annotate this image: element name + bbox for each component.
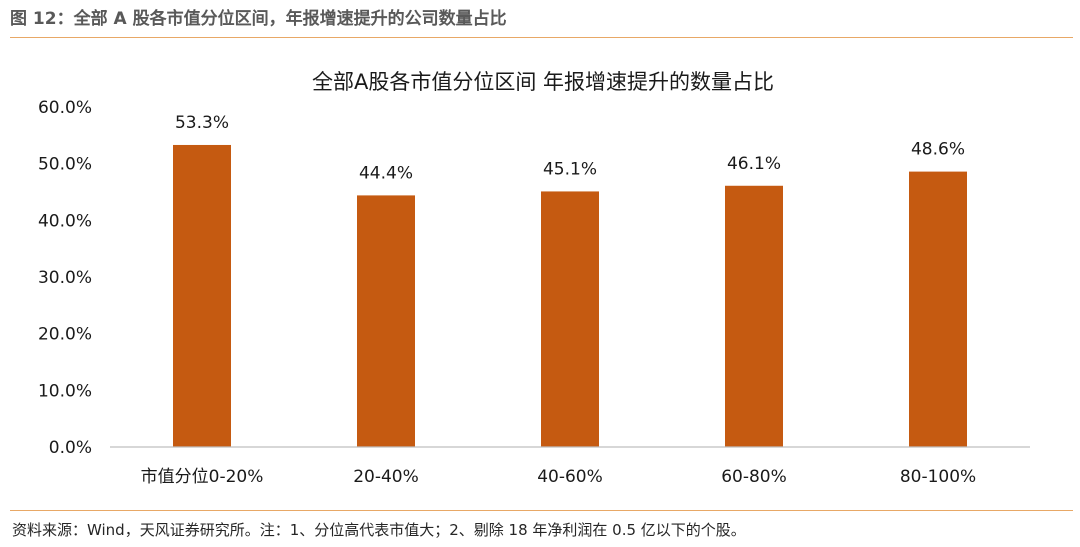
bar-series (173, 144, 967, 447)
bar-value-label: 44.4% (359, 163, 413, 183)
y-tick-label: 10.0% (38, 381, 92, 401)
bar-value-label: 46.1% (727, 154, 781, 174)
source-divider (10, 510, 1073, 511)
bar (725, 185, 783, 447)
bar-value-label: 53.3% (175, 113, 229, 133)
y-axis: 0.0% 10.0% 20.0% 30.0% 40.0% 50.0% 60.0% (38, 98, 92, 458)
figure-title: 图 12：全部 A 股各市值分位区间，年报增速提升的公司数量占比 (10, 9, 507, 29)
chart-title: 全部A股各市值分位区间 年报增速提升的数量占比 (312, 70, 774, 94)
title-divider (10, 37, 1073, 38)
bar (173, 144, 231, 447)
x-category-label: 40-60% (537, 467, 603, 487)
y-tick-label: 60.0% (38, 98, 92, 118)
y-tick-label: 40.0% (38, 211, 92, 231)
source-note: 资料来源：Wind，天风证券研究所。注：1、分位高代表市值大；2、剔除 18 年… (12, 521, 746, 539)
x-category-label: 20-40% (353, 467, 419, 487)
y-tick-label: 0.0% (49, 438, 92, 458)
x-category-label: 60-80% (721, 467, 787, 487)
x-category-label: 市值分位0-20% (141, 467, 264, 487)
y-tick-label: 30.0% (38, 268, 92, 288)
bar (909, 171, 967, 447)
bar (541, 191, 599, 447)
x-category-label: 80-100% (900, 467, 976, 487)
y-tick-label: 50.0% (38, 155, 92, 175)
x-axis: 市值分位0-20% 20-40% 40-60% 60-80% 80-100% (141, 467, 977, 487)
data-labels: 53.3% 44.4% 45.1% 46.1% 48.6% (175, 113, 965, 183)
bar (357, 195, 415, 447)
bar-value-label: 45.1% (543, 159, 597, 179)
bar-value-label: 48.6% (911, 140, 965, 160)
y-tick-label: 20.0% (38, 325, 92, 345)
